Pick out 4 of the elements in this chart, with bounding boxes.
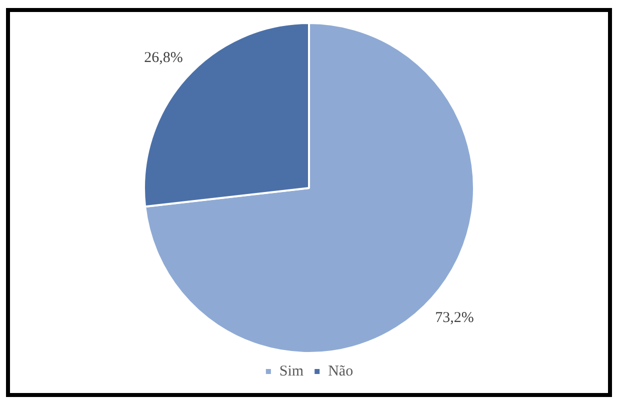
legend-label: Não: [328, 363, 354, 380]
legend-label: Sim: [279, 363, 304, 380]
data-label: 73,2%: [435, 310, 474, 326]
data-label: 26,8%: [144, 50, 183, 66]
